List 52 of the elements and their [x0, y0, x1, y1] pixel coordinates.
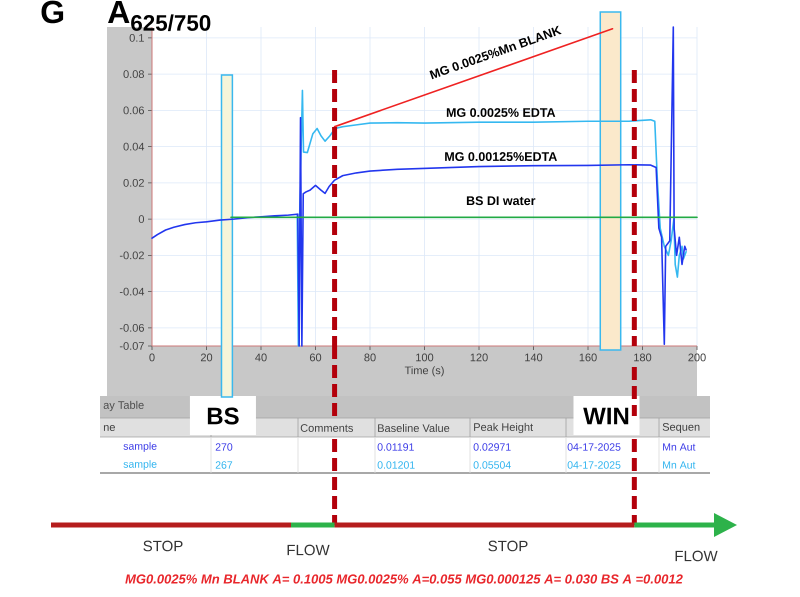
- x-tick-label: 40: [255, 354, 267, 362]
- x-tick-label: 120: [470, 354, 488, 362]
- text: STOP: [488, 540, 528, 552]
- x-axis-title: Time (s): [404, 366, 444, 376]
- text: MG0.0025% Mn BLANK A= 0.1005 MG0.0025% A=0.055 MG0.000125 A= 0.030 BS A =0.0012: [125, 574, 683, 584]
- chart-title: A$_{625/750}$: [108, 0, 210, 32]
- series-label: MG 0.00125%EDTA: [445, 152, 557, 161]
- y-tick-label: -0.07: [120, 342, 144, 350]
- y-tick-label: -0.04: [120, 288, 144, 296]
- y-tick-label: 0: [138, 215, 144, 224]
- y-tick-label: 0.04: [123, 142, 144, 151]
- text: 0.01201: [378, 461, 415, 469]
- text: sample: [124, 460, 157, 470]
- y-tick-label: 0.1: [130, 34, 144, 42]
- text: Comments: [300, 424, 353, 432]
- text: STOP: [143, 540, 182, 552]
- text: Peak Height: [474, 422, 534, 434]
- text: FLOW: [288, 544, 330, 556]
- text: 267: [216, 461, 232, 469]
- y-tick-label: -0.06: [120, 324, 144, 332]
- x-tick-label: 100: [416, 354, 434, 362]
- band-label: WIN: [583, 408, 628, 424]
- text: Baseline Value: [378, 424, 450, 432]
- text: Sequen: [662, 423, 700, 433]
- text: 0.05504: [474, 461, 511, 469]
- x-tick-label: 20: [200, 354, 212, 362]
- text: 04-17-2025: [568, 461, 620, 469]
- y-tick-label: 0.06: [123, 106, 144, 114]
- series-label: BS DI water: [466, 196, 536, 206]
- x-tick-label: 60: [310, 354, 322, 362]
- text: sample: [124, 442, 157, 452]
- text: 270: [216, 443, 232, 451]
- x-tick-label: 140: [525, 354, 542, 362]
- x-tick-label: 160: [580, 354, 597, 362]
- y-tick-label: 0.02: [123, 178, 144, 187]
- text: ne: [104, 424, 115, 432]
- x-tick-label: 80: [364, 354, 376, 362]
- x-tick-label: 180: [634, 354, 652, 362]
- y-tick-label: 0.08: [123, 70, 144, 78]
- text: 0.01191: [378, 443, 414, 451]
- series-label: MG 0.0025% EDTA: [446, 108, 556, 117]
- y-tick-label: -0.02: [120, 251, 144, 260]
- text: Mn Aut: [663, 461, 696, 469]
- text: G: [42, 0, 64, 24]
- text: 0.02971: [474, 443, 511, 451]
- x-tick-label: 200: [688, 354, 706, 362]
- text: 04-17-2025: [568, 443, 620, 451]
- text: FLOW: [676, 550, 718, 562]
- x-tick-label: 0: [149, 354, 155, 362]
- band-label: BS: [208, 408, 239, 424]
- text: ay Table: [104, 400, 144, 412]
- text: Mn Aut: [663, 443, 696, 451]
